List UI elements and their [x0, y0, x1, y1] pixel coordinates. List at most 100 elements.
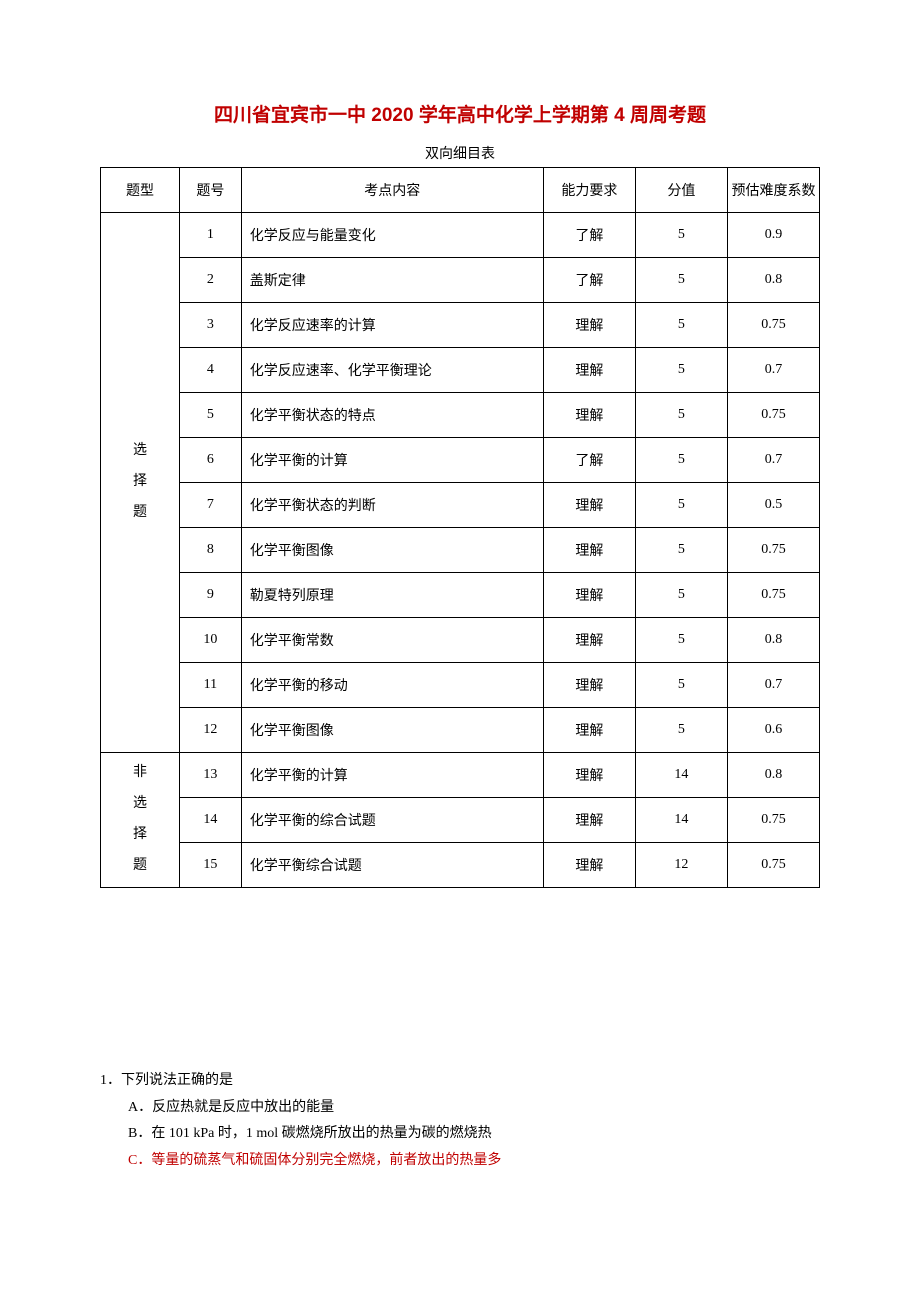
group-nonchoice-label: 非选择题: [101, 758, 179, 881]
cell-req: 理解: [543, 753, 635, 798]
cell-num: 9: [180, 573, 242, 618]
cell-topic: 化学反应速率、化学平衡理论: [241, 348, 543, 393]
cell-score: 5: [635, 393, 727, 438]
th-diff: 预估难度系数: [727, 168, 819, 213]
table-row: 3化学反应速率的计算理解50.75: [101, 303, 820, 348]
cell-req: 了解: [543, 258, 635, 303]
cell-score: 5: [635, 258, 727, 303]
th-req: 能力要求: [543, 168, 635, 213]
cell-score: 5: [635, 528, 727, 573]
table-row: 选择题1化学反应与能量变化了解50.9: [101, 213, 820, 258]
table-row: 4化学反应速率、化学平衡理论理解50.7: [101, 348, 820, 393]
cell-score: 5: [635, 303, 727, 348]
cell-topic: 化学反应与能量变化: [241, 213, 543, 258]
cell-num: 3: [180, 303, 242, 348]
cell-req: 理解: [543, 303, 635, 348]
question-option: B．在 101 kPa 时，1 mol 碳燃烧所放出的热量为碳的燃烧热: [100, 1121, 820, 1148]
cell-req: 理解: [543, 483, 635, 528]
cell-req: 理解: [543, 663, 635, 708]
group-choice: 选择题: [101, 213, 180, 753]
cell-topic: 化学平衡综合试题: [241, 843, 543, 888]
cell-score: 14: [635, 753, 727, 798]
cell-topic: 化学平衡的综合试题: [241, 798, 543, 843]
cell-diff: 0.75: [727, 798, 819, 843]
cell-topic: 化学反应速率的计算: [241, 303, 543, 348]
cell-req: 理解: [543, 393, 635, 438]
table-header-row: 题型 题号 考点内容 能力要求 分值 预估难度系数: [101, 168, 820, 213]
cell-score: 5: [635, 663, 727, 708]
table-row: 5化学平衡状态的特点理解50.75: [101, 393, 820, 438]
table-row: 8化学平衡图像理解50.75: [101, 528, 820, 573]
cell-num: 2: [180, 258, 242, 303]
cell-topic: 化学平衡状态的特点: [241, 393, 543, 438]
table-caption: 双向细目表: [100, 143, 820, 163]
cell-num: 5: [180, 393, 242, 438]
table-row: 非选择题13化学平衡的计算理解140.8: [101, 753, 820, 798]
question-option: A．反应热就是反应中放出的能量: [100, 1095, 820, 1122]
table-body: 选择题1化学反应与能量变化了解50.92盖斯定律了解50.83化学反应速率的计算…: [101, 213, 820, 888]
cell-topic: 化学平衡的计算: [241, 753, 543, 798]
table-row: 9勒夏特列原理理解50.75: [101, 573, 820, 618]
cell-req: 了解: [543, 213, 635, 258]
cell-topic: 勒夏特列原理: [241, 573, 543, 618]
cell-num: 8: [180, 528, 242, 573]
cell-score: 5: [635, 708, 727, 753]
cell-num: 1: [180, 213, 242, 258]
question-option: C．等量的硫蒸气和硫固体分别完全燃烧，前者放出的热量多: [100, 1148, 820, 1175]
table-row: 6化学平衡的计算了解50.7: [101, 438, 820, 483]
cell-num: 6: [180, 438, 242, 483]
th-topic: 考点内容: [241, 168, 543, 213]
cell-req: 了解: [543, 438, 635, 483]
cell-num: 10: [180, 618, 242, 663]
table-row: 7化学平衡状态的判断理解50.5: [101, 483, 820, 528]
cell-topic: 化学平衡的计算: [241, 438, 543, 483]
cell-topic: 化学平衡常数: [241, 618, 543, 663]
group-choice-label: 选择题: [101, 436, 179, 528]
question-stem: 1．下列说法正确的是: [100, 1068, 820, 1095]
cell-diff: 0.5: [727, 483, 819, 528]
cell-topic: 化学平衡图像: [241, 708, 543, 753]
cell-diff: 0.75: [727, 573, 819, 618]
cell-diff: 0.8: [727, 258, 819, 303]
cell-num: 4: [180, 348, 242, 393]
group-nonchoice: 非选择题: [101, 753, 180, 888]
cell-diff: 0.7: [727, 663, 819, 708]
cell-topic: 化学平衡的移动: [241, 663, 543, 708]
cell-diff: 0.6: [727, 708, 819, 753]
cell-diff: 0.75: [727, 303, 819, 348]
page-title: 四川省宜宾市一中 2020 学年高中化学上学期第 4 周周考题: [100, 100, 820, 127]
cell-num: 11: [180, 663, 242, 708]
th-type: 题型: [101, 168, 180, 213]
cell-req: 理解: [543, 348, 635, 393]
table-row: 15化学平衡综合试题理解120.75: [101, 843, 820, 888]
cell-req: 理解: [543, 528, 635, 573]
cell-diff: 0.75: [727, 393, 819, 438]
cell-diff: 0.8: [727, 753, 819, 798]
table-row: 14化学平衡的综合试题理解140.75: [101, 798, 820, 843]
cell-req: 理解: [543, 843, 635, 888]
cell-req: 理解: [543, 708, 635, 753]
cell-diff: 0.8: [727, 618, 819, 663]
cell-score: 12: [635, 843, 727, 888]
cell-req: 理解: [543, 573, 635, 618]
cell-num: 14: [180, 798, 242, 843]
cell-score: 5: [635, 438, 727, 483]
cell-num: 15: [180, 843, 242, 888]
cell-score: 5: [635, 213, 727, 258]
cell-num: 12: [180, 708, 242, 753]
cell-req: 理解: [543, 618, 635, 663]
cell-diff: 0.75: [727, 843, 819, 888]
spec-table: 题型 题号 考点内容 能力要求 分值 预估难度系数 选择题1化学反应与能量变化了…: [100, 167, 820, 888]
table-row: 12化学平衡图像理解50.6: [101, 708, 820, 753]
cell-score: 14: [635, 798, 727, 843]
question-block: 1．下列说法正确的是 A．反应热就是反应中放出的能量B．在 101 kPa 时，…: [100, 1068, 820, 1174]
cell-diff: 0.7: [727, 348, 819, 393]
cell-diff: 0.7: [727, 438, 819, 483]
cell-topic: 化学平衡图像: [241, 528, 543, 573]
table-row: 11化学平衡的移动理解50.7: [101, 663, 820, 708]
th-score: 分值: [635, 168, 727, 213]
cell-score: 5: [635, 483, 727, 528]
cell-score: 5: [635, 573, 727, 618]
cell-num: 13: [180, 753, 242, 798]
cell-topic: 化学平衡状态的判断: [241, 483, 543, 528]
